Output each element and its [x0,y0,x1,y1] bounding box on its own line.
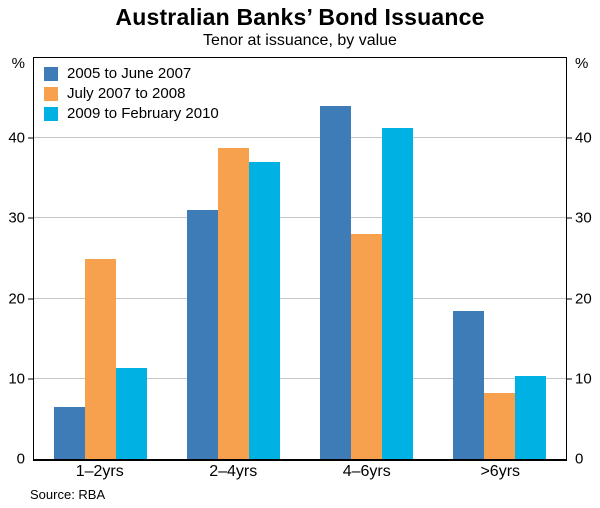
bar [116,367,147,459]
x-category-label-4: >6yrs [480,463,521,480]
legend-swatch [44,66,58,81]
y-tick-mark-right-30 [566,217,572,219]
bar [320,106,351,459]
legend-label: 2005 to June 2007 [67,65,192,82]
y-tick-label-left-40: 40 [8,129,25,147]
y-tick-label-left-20: 20 [8,290,25,308]
y-tick-mark-left-10 [28,378,34,380]
legend-item-3: 2009 to February 2010 [44,105,219,122]
bar [484,393,515,459]
plot-area: % % 2005 to June 2007 July 2007 to 2008 20… [8,56,591,467]
y-tick-label-left-30: 30 [8,209,25,227]
gridline-20 [34,297,566,299]
legend-label: July 2007 to 2008 [67,85,186,102]
x-category-label-3: 4–6yrs [342,463,391,480]
bar [218,147,249,459]
bar-group-1 [34,58,167,459]
y-tick-mark-right-10 [566,378,572,380]
bar-group-3 [300,58,433,459]
y-tick-label-left-10: 10 [8,370,25,388]
source-note: Source: RBA [30,487,106,502]
legend-item-1: 2005 to June 2007 [44,65,219,82]
bar-group-4 [433,58,566,459]
bar [54,406,85,459]
y-tick-label-right-40: 40 [575,129,592,147]
y-tick-mark-left-40 [28,137,34,139]
legend-label: 2009 to February 2010 [67,105,219,122]
legend-swatch [44,86,58,101]
bar [453,310,484,459]
bar-group-2 [167,58,300,459]
chart-title: Australian Banks’ Bond Issuance [115,4,485,30]
bars-layer [34,58,566,459]
gridline-10 [34,377,566,379]
y-tick-mark-left-30 [28,217,34,219]
y-tick-label-left-0: 0 [16,450,25,468]
bar [249,162,280,459]
bar [515,376,546,459]
y-tick-label-right-10: 10 [575,370,592,388]
y-axis-unit-left: % [11,55,25,72]
bar [187,210,218,459]
y-tick-mark-left-20 [28,298,34,300]
bar [351,234,382,459]
bar [382,127,413,459]
y-tick-mark-right-40 [566,137,572,139]
y-tick-label-right-0: 0 [575,450,584,468]
y-tick-mark-right-20 [566,298,572,300]
legend-swatch [44,106,58,121]
legend: 2005 to June 2007 July 2007 to 2008 2009 t… [44,65,219,125]
x-axis-labels: 1–2yrs 2–4yrs 4–6yrs >6yrs [33,463,567,481]
x-category-label-1: 1–2yrs [75,463,124,480]
gridline-40 [34,137,566,139]
bar [85,258,116,459]
legend-item-2: July 2007 to 2008 [44,85,219,102]
gridline-30 [34,217,566,219]
x-category-label-2: 2–4yrs [209,463,258,480]
chart-subtitle: Tenor at issuance, by value [203,32,397,49]
y-tick-label-right-20: 20 [575,290,592,308]
y-tick-label-right-30: 30 [575,209,592,227]
y-axis-unit-right: % [575,55,589,72]
